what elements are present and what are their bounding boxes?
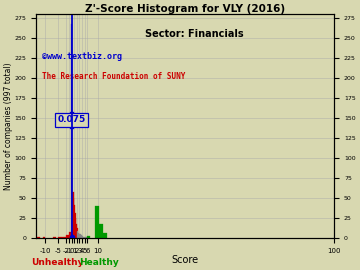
Bar	[58, 237, 61, 238]
Bar	[85, 237, 86, 238]
Bar	[103, 232, 107, 238]
Bar	[73, 198, 74, 238]
Text: Healthy: Healthy	[79, 258, 119, 267]
Bar	[74, 212, 76, 238]
Y-axis label: Number of companies (997 total): Number of companies (997 total)	[4, 62, 13, 190]
Bar	[87, 236, 90, 238]
Bar	[81, 235, 82, 238]
Text: Unhealthy: Unhealthy	[31, 258, 84, 267]
Bar	[72, 192, 73, 238]
Bar	[95, 206, 99, 238]
Bar	[53, 237, 56, 238]
Bar	[66, 235, 69, 238]
Bar	[61, 237, 64, 238]
X-axis label: Score: Score	[172, 255, 199, 265]
Bar	[99, 224, 103, 238]
Text: The Research Foundation of SUNY: The Research Foundation of SUNY	[42, 72, 185, 81]
Bar	[76, 224, 77, 238]
Text: 0.075: 0.075	[58, 115, 86, 124]
Bar	[73, 205, 75, 238]
Bar	[75, 218, 76, 238]
Text: Sector: Financials: Sector: Financials	[145, 29, 244, 39]
Bar	[71, 24, 72, 238]
Bar	[84, 237, 85, 238]
Bar	[82, 236, 84, 238]
Bar	[37, 237, 40, 238]
Bar	[69, 232, 72, 238]
Bar	[77, 231, 78, 238]
Bar	[64, 237, 66, 238]
Text: ©www.textbiz.org: ©www.textbiz.org	[42, 52, 122, 61]
Bar	[80, 234, 81, 238]
Bar	[43, 237, 45, 238]
Bar	[78, 232, 80, 238]
Title: Z'-Score Histogram for VLY (2016): Z'-Score Histogram for VLY (2016)	[85, 4, 285, 14]
Bar	[76, 228, 77, 238]
Bar	[86, 237, 87, 238]
